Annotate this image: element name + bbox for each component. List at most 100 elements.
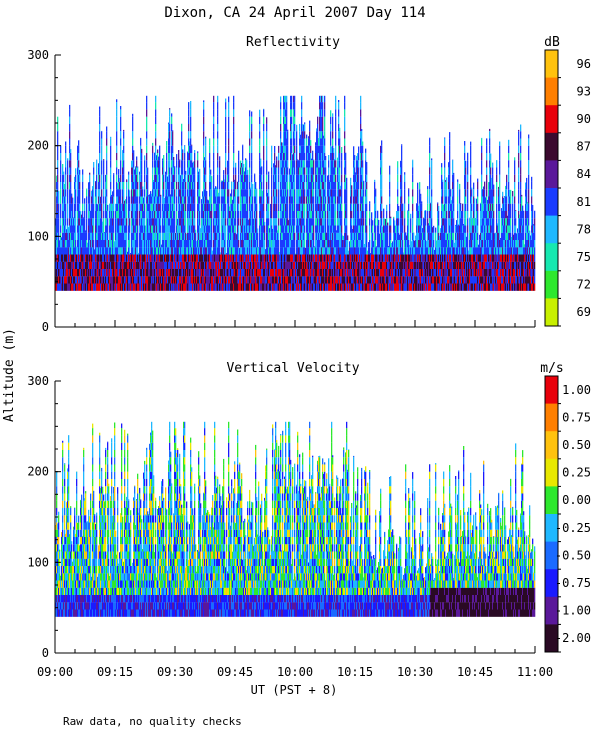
- data-cell: [221, 232, 223, 240]
- data-cell: [294, 240, 296, 248]
- data-cell: [311, 232, 313, 240]
- data-cell: [132, 167, 134, 175]
- data-cell: [263, 210, 265, 219]
- data-cell: [106, 210, 108, 219]
- data-cell: [212, 250, 214, 255]
- data-cell: [334, 283, 336, 291]
- data-cell: [319, 167, 321, 175]
- data-cell: [69, 247, 71, 255]
- data-cell: [79, 189, 81, 197]
- data-cell: [320, 196, 322, 204]
- data-cell: [301, 210, 303, 219]
- data-cell: [304, 160, 306, 168]
- data-cell: [270, 269, 272, 277]
- data-cell: [267, 254, 269, 262]
- data-cell: [84, 210, 86, 219]
- data-cell: [313, 218, 315, 226]
- data-cell: [231, 240, 233, 248]
- data-cell: [75, 269, 77, 277]
- data-cell: [140, 137, 142, 139]
- data-cell: [118, 210, 120, 219]
- data-cell: [190, 210, 192, 219]
- data-cell: [279, 269, 281, 277]
- data-cell: [286, 181, 288, 190]
- data-cell: [247, 189, 249, 197]
- data-cell: [136, 181, 138, 190]
- data-cell: [259, 152, 261, 161]
- data-cell: [247, 181, 249, 190]
- data-cell: [242, 232, 244, 240]
- data-cell: [78, 152, 80, 161]
- data-cell: [80, 211, 82, 219]
- data-cell: [246, 218, 248, 226]
- data-cell: [222, 180, 224, 182]
- data-cell: [131, 218, 133, 226]
- data-cell: [188, 276, 190, 284]
- data-cell: [319, 145, 321, 153]
- data-cell: [109, 269, 111, 277]
- data-cell: [116, 123, 118, 132]
- data-cell: [60, 174, 62, 182]
- data-cell: [283, 174, 285, 182]
- data-cell: [251, 276, 253, 284]
- data-cell: [255, 261, 257, 269]
- data-cell: [111, 194, 113, 197]
- data-cell: [167, 240, 169, 248]
- data-cell: [137, 240, 139, 248]
- data-cell: [340, 261, 342, 269]
- data-cell: [86, 240, 88, 248]
- data-cell: [205, 269, 207, 277]
- data-cell: [333, 152, 335, 161]
- data-cell: [70, 174, 72, 182]
- data-cell: [156, 181, 158, 190]
- data-cell: [98, 189, 100, 197]
- data-cell: [143, 203, 145, 211]
- data-cell: [278, 276, 280, 284]
- data-cell: [93, 225, 95, 233]
- data-cell: [159, 232, 161, 240]
- data-cell: [122, 210, 124, 219]
- data-cell: [336, 232, 338, 240]
- data-cell: [254, 240, 256, 248]
- data-cell: [261, 240, 263, 248]
- data-cell: [320, 160, 322, 168]
- data-cell: [341, 269, 343, 277]
- data-cell: [169, 269, 171, 277]
- data-cell: [192, 261, 194, 269]
- data-cell: [271, 160, 273, 168]
- data-cell: [310, 247, 312, 255]
- data-cell: [97, 225, 99, 233]
- data-cell: [330, 210, 332, 219]
- data-cell: [69, 138, 71, 146]
- data-cell: [324, 145, 326, 153]
- data-cell: [181, 167, 183, 175]
- data-cell: [157, 218, 159, 226]
- data-cell: [69, 276, 71, 284]
- data-cell: [78, 240, 80, 248]
- data-cell: [55, 254, 57, 262]
- data-cell: [68, 261, 70, 269]
- data-cell: [86, 232, 88, 240]
- data-cell: [162, 210, 164, 219]
- data-cell: [293, 276, 295, 284]
- data-cell: [97, 254, 99, 262]
- data-cell: [63, 189, 65, 197]
- data-cell: [75, 174, 77, 182]
- data-cell: [275, 225, 277, 233]
- data-cell: [69, 232, 71, 240]
- data-cell: [279, 252, 281, 255]
- data-cell: [290, 261, 292, 269]
- data-cell: [242, 225, 244, 233]
- data-cell: [297, 196, 299, 204]
- data-cell: [60, 203, 62, 211]
- data-cell: [316, 254, 318, 262]
- data-cell: [184, 152, 186, 161]
- data-cell: [165, 181, 167, 190]
- data-cell: [108, 261, 110, 269]
- data-cell: [95, 181, 97, 190]
- data-cell: [263, 167, 265, 175]
- data-cell: [178, 225, 180, 233]
- data-cell: [149, 269, 151, 277]
- data-cell: [338, 100, 340, 103]
- data-cell: [203, 100, 205, 103]
